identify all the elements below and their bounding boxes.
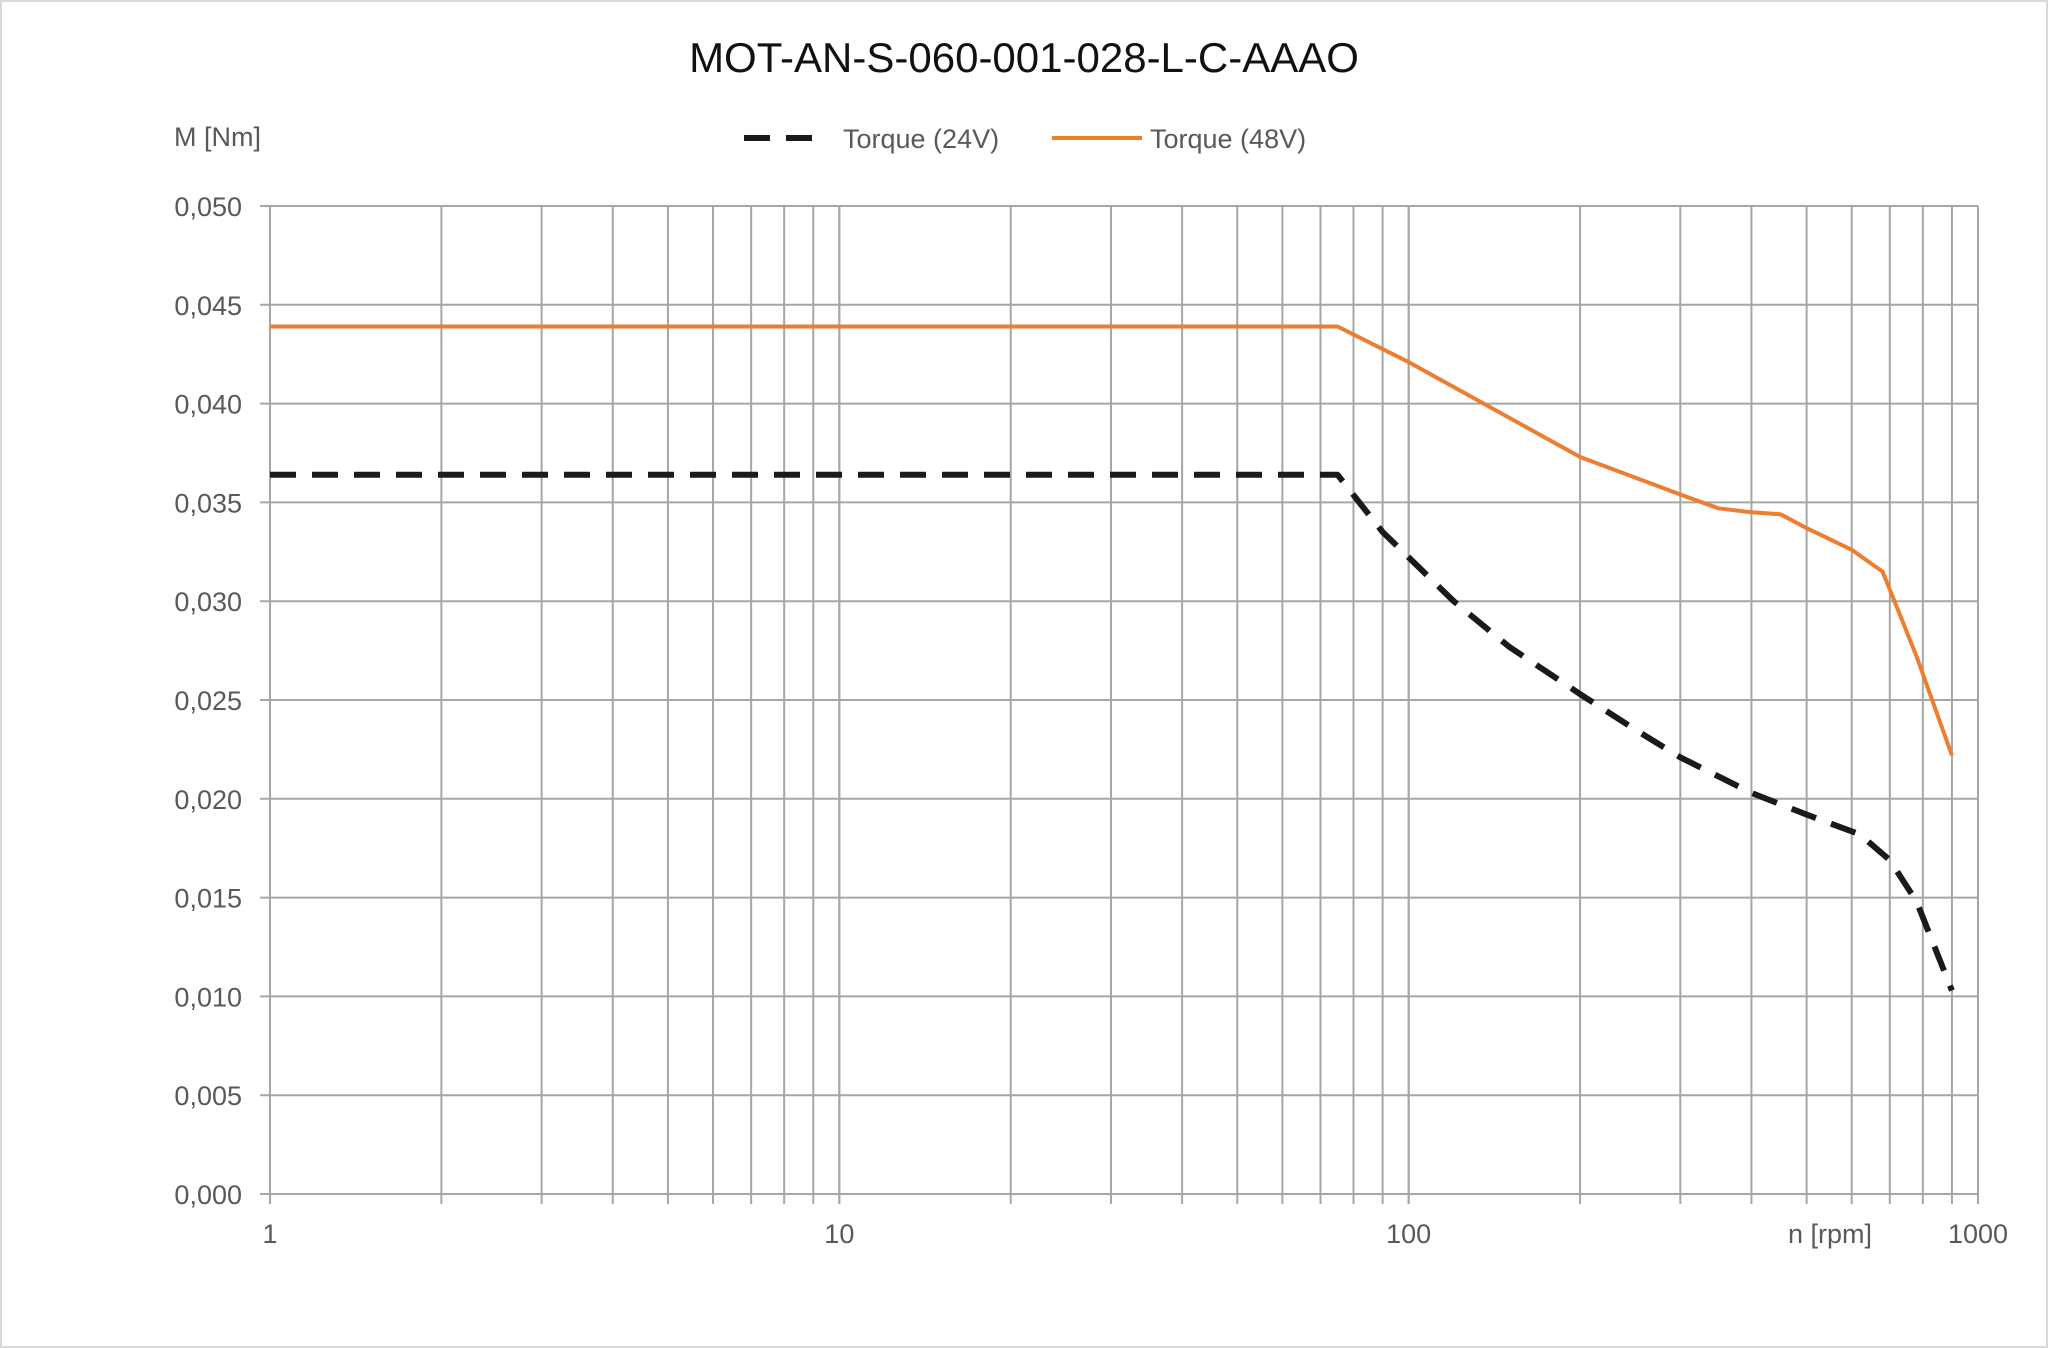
- x-tick-label: 1: [262, 1219, 277, 1249]
- y-tick-label: 0,020: [174, 785, 242, 815]
- y-tick-label: 0,050: [174, 192, 242, 222]
- y-tick-label: 0,035: [174, 488, 242, 518]
- y-tick-label: 0,015: [174, 884, 242, 914]
- chart-title: MOT-AN-S-060-001-028-L-C-AAAO: [689, 34, 1359, 81]
- x-axis-label: n [rpm]: [1788, 1219, 1872, 1249]
- series-line-torque-24v: [270, 471, 1955, 992]
- y-tick-label: 0,005: [174, 1081, 242, 1111]
- y-tick-label: 0,025: [174, 686, 242, 716]
- x-tick-label: 100: [1386, 1219, 1431, 1249]
- y-axis-label: M [Nm]: [174, 122, 261, 152]
- y-tick-label: 0,040: [174, 390, 242, 420]
- x-tick-label: 1000: [1948, 1219, 2008, 1249]
- legend-label: Torque (24V): [843, 124, 999, 154]
- y-tick-label: 0,045: [174, 291, 242, 321]
- legend-label: Torque (48V): [1150, 124, 1306, 154]
- series-line-torque-48v: [270, 324, 1954, 756]
- y-tick-label: 0,000: [174, 1180, 242, 1210]
- y-tick-label: 0,010: [174, 982, 242, 1012]
- legend: Torque (24V) Torque (48V): [744, 124, 1306, 154]
- y-tick-label: 0,030: [174, 587, 242, 617]
- y-tick-labels: 0,000 0,005 0,010 0,015 0,020 0,025 0,030 0,035…: [174, 192, 242, 1210]
- x-tick-labels: 1 10 100 1000: [262, 1219, 2008, 1249]
- x-tick-label: 10: [824, 1219, 854, 1249]
- series-lines: [270, 324, 1955, 992]
- grid: [260, 205, 1979, 1204]
